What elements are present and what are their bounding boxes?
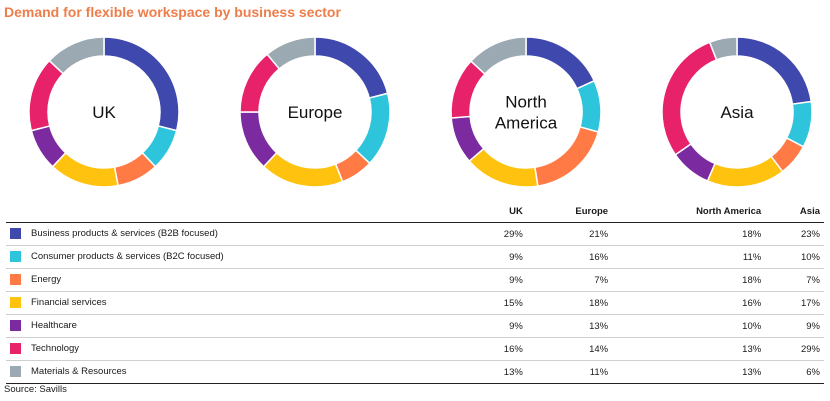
table-row: Consumer products & services (B2C focuse… — [6, 245, 824, 269]
legend-swatch — [10, 366, 21, 378]
category-label: Business products & services (B2B focuse… — [31, 228, 218, 240]
value-cell: 13% — [612, 360, 766, 384]
table-row: Financial services 15% 18% 16% 17% — [6, 291, 824, 315]
category-label: Healthcare — [31, 320, 77, 332]
north-america-slice-0 — [525, 36, 596, 90]
value-cell: 16% — [470, 337, 527, 361]
north-america-center-label: North — [505, 93, 547, 112]
header-europe: Europe — [575, 206, 609, 217]
category-cell: Business products & services (B2B focuse… — [6, 222, 471, 246]
category-cell: Technology — [6, 337, 471, 361]
north-america-slice-1 — [575, 79, 602, 133]
value-cell: 7% — [526, 268, 613, 292]
asia-slice-0 — [736, 36, 813, 106]
value-cell: 14% — [526, 337, 613, 361]
legend-swatch — [10, 274, 21, 286]
header-asia: Asia — [799, 206, 820, 217]
value-cell: 10% — [765, 245, 824, 269]
uk-slice-6 — [48, 36, 105, 75]
donut-charts: UK Europe North America Asia — [28, 36, 813, 188]
category-cell: Consumer products & services (B2C focuse… — [6, 245, 471, 269]
uk-slice-3 — [51, 151, 119, 188]
value-cell: 16% — [526, 245, 613, 269]
value-cell: 15% — [470, 291, 527, 315]
value-cell: 9% — [470, 245, 527, 269]
asia-center-label: Asia — [720, 103, 754, 122]
table-row: Technology 16% 14% 13% 29% — [6, 337, 824, 361]
value-cell: 18% — [612, 222, 766, 246]
value-cell: 9% — [470, 314, 527, 338]
category-label: Energy — [31, 274, 62, 286]
uk-slice-5 — [28, 59, 65, 132]
value-cell: 7% — [765, 268, 824, 292]
value-cell: 13% — [470, 360, 527, 384]
table-header-row: UK Europe North America Asia — [6, 203, 824, 223]
category-label: Materials & Resources — [31, 366, 127, 378]
header-north-america: North America — [696, 206, 762, 217]
legend-swatch — [10, 251, 21, 263]
value-cell: 21% — [526, 222, 613, 246]
header-blank — [6, 203, 470, 223]
value-cell: 9% — [470, 268, 527, 292]
value-cell: 23% — [765, 222, 824, 246]
table-row: Healthcare 9% 13% 10% 9% — [6, 314, 824, 338]
north-america-slice-2 — [533, 125, 600, 187]
value-cell: 29% — [765, 337, 824, 361]
source-note: Source: Savills — [4, 384, 67, 395]
europe-slice-1 — [354, 92, 391, 165]
asia-slice-3 — [706, 155, 784, 188]
table-body: Business products & services (B2B focuse… — [6, 222, 824, 384]
value-cell: 13% — [526, 314, 613, 338]
legend-swatch — [10, 297, 21, 309]
value-cell: 18% — [526, 291, 613, 315]
legend-swatch — [10, 343, 21, 355]
europe-slice-0 — [314, 36, 389, 99]
europe-slice-6 — [266, 36, 316, 70]
category-cell: Energy — [6, 268, 471, 292]
europe-slice-3 — [262, 151, 344, 188]
chart-title: Demand for flexible workspace by busines… — [4, 4, 341, 20]
europe-slice-4 — [239, 111, 278, 168]
asia-slice-6 — [708, 36, 738, 61]
uk-center-label: UK — [92, 103, 116, 122]
table-row: Materials & Resources 13% 11% 13% 6% — [6, 360, 824, 384]
category-cell: Financial services — [6, 291, 471, 315]
value-cell: 13% — [612, 337, 766, 361]
table-row: Business products & services (B2B focuse… — [6, 222, 824, 246]
asia-slice-5 — [661, 41, 718, 156]
category-label: Technology — [31, 343, 80, 355]
value-cell: 11% — [612, 245, 766, 269]
value-cell: 16% — [612, 291, 766, 315]
europe-center-label: Europe — [288, 103, 343, 122]
legend-swatch — [10, 320, 21, 332]
category-cell: Healthcare — [6, 314, 471, 338]
value-cell: 10% — [612, 314, 766, 338]
north-america-center-label: America — [495, 114, 558, 133]
data-table: UK Europe North America Asia Business pr… — [6, 203, 824, 384]
value-cell: 18% — [612, 268, 766, 292]
category-label: Financial services — [31, 297, 107, 309]
value-cell: 29% — [470, 222, 527, 246]
value-cell: 11% — [526, 360, 613, 384]
category-label: Consumer products & services (B2C focuse… — [31, 251, 224, 263]
value-cell: 17% — [765, 291, 824, 315]
table-row: Energy 9% 7% 18% 7% — [6, 268, 824, 292]
north-america-slice-6 — [469, 36, 527, 76]
legend-swatch — [10, 228, 21, 240]
value-cell: 9% — [765, 314, 824, 338]
north-america-slice-3 — [468, 147, 539, 188]
category-cell: Materials & Resources — [6, 360, 471, 384]
value-cell: 6% — [765, 360, 824, 384]
header-uk: UK — [509, 206, 523, 217]
